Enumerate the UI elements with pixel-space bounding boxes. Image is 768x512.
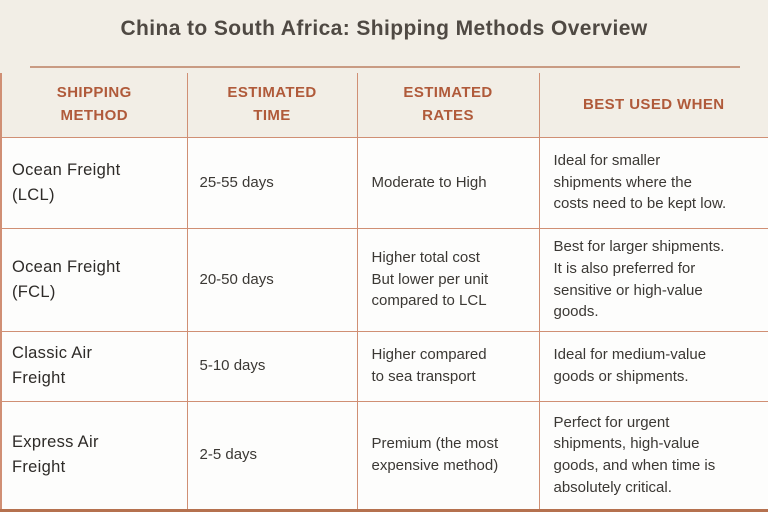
cell-best-used-when: Best for larger shipments. It is also pr… — [538, 227, 768, 332]
cell-best-used-when: Perfect for urgent shipments, high-value… — [538, 400, 768, 511]
cell-method: Express Air Freight — [0, 400, 188, 511]
cell-rates: Premium (the most expensive method) — [356, 400, 540, 511]
cell-time: 20-50 days — [186, 227, 358, 332]
cell-rates: Moderate to High — [356, 136, 540, 229]
column-header-estimated-time: ESTIMATED TIME — [186, 73, 358, 138]
cell-method: Ocean Freight (LCL) — [0, 136, 188, 229]
column-header-best-used-when: BEST USED WHEN — [538, 73, 768, 138]
page-title: China to South Africa: Shipping Methods … — [120, 17, 648, 40]
table-header: SHIPPING METHOD ESTIMATED TIME ESTIMATED… — [0, 73, 768, 138]
title-divider — [30, 66, 740, 68]
cell-time: 25-55 days — [186, 136, 358, 229]
table-body: Ocean Freight (LCL) 25-55 days Moderate … — [0, 136, 768, 511]
cell-best-used-when: Ideal for medium-value goods or shipment… — [538, 330, 768, 402]
table-row: Classic Air Freight 5-10 days Higher com… — [0, 330, 768, 402]
cell-rates: Higher compared to sea transport — [356, 330, 540, 402]
title-area: China to South Africa: Shipping Methods … — [0, 0, 768, 54]
cell-time: 2-5 days — [186, 400, 358, 511]
cell-best-used-when: Ideal for smaller shipments where the co… — [538, 136, 768, 229]
table-row: Ocean Freight (FCL) 20-50 days Higher to… — [0, 227, 768, 332]
column-header-shipping-method: SHIPPING METHOD — [0, 73, 188, 138]
column-header-estimated-rates: ESTIMATED RATES — [356, 73, 540, 138]
cell-method: Classic Air Freight — [0, 330, 188, 402]
header-row: SHIPPING METHOD ESTIMATED TIME ESTIMATED… — [0, 73, 768, 138]
cell-time: 5-10 days — [186, 330, 358, 402]
shipping-methods-table: SHIPPING METHOD ESTIMATED TIME ESTIMATED… — [0, 73, 768, 512]
table-row: Express Air Freight 2-5 days Premium (th… — [0, 400, 768, 511]
cell-method: Ocean Freight (FCL) — [0, 227, 188, 332]
table-row: Ocean Freight (LCL) 25-55 days Moderate … — [0, 136, 768, 229]
cell-rates: Higher total cost But lower per unit com… — [356, 227, 540, 332]
